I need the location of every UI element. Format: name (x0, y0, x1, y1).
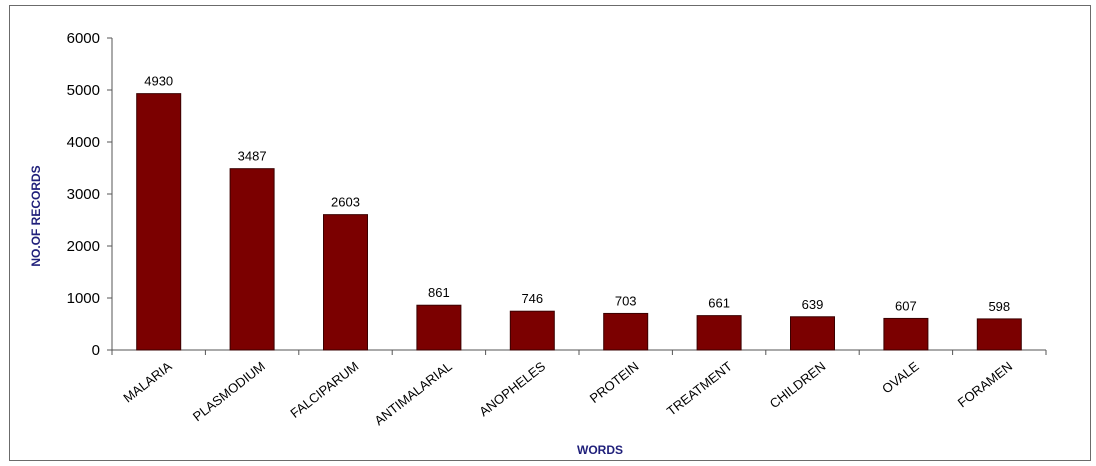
bar-children (790, 316, 835, 351)
category-label: MALARIA (120, 358, 174, 405)
category-label: CHILDREN (767, 359, 829, 412)
data-label: 4930 (144, 74, 173, 89)
category-label: FORAMEN (955, 359, 1015, 411)
y-tick-label: 0 (92, 342, 100, 359)
bar-foramen (976, 318, 1022, 351)
bar-treatment (696, 315, 742, 351)
category-labels: MALARIA PLASMODIUM FALCIPARUM ANTIMALARIAL A… (120, 358, 1015, 428)
category-label: PROTEIN (587, 359, 642, 406)
y-tick-label: 4000 (67, 134, 100, 151)
chart-frame (9, 5, 1091, 461)
x-axis (111, 349, 1047, 355)
x-axis-title: WORDS (577, 443, 623, 457)
category-label: TREATMENT (664, 359, 735, 419)
data-label: 639 (802, 297, 824, 312)
bar-antimalarial (416, 304, 462, 351)
data-label: 607 (895, 298, 917, 313)
bar-plasmodium (229, 168, 275, 351)
bar-falciparum (323, 214, 368, 351)
category-label: ANTIMALARIAL (372, 359, 455, 429)
category-label: OVALE (879, 358, 922, 396)
y-tick-label: 2000 (67, 238, 100, 255)
y-tick-label: 3000 (67, 186, 100, 203)
bars (136, 93, 1022, 351)
data-label: 861 (428, 285, 450, 300)
data-label: 3487 (238, 149, 267, 164)
bar-malaria (136, 93, 182, 351)
category-label: ANOPHELES (476, 358, 548, 419)
y-tick-label: 5000 (67, 82, 100, 99)
category-label: PLASMODIUM (190, 359, 268, 425)
y-tick-label: 1000 (67, 290, 100, 307)
y-axis: 0 1000 2000 3000 4000 5000 6000 (67, 30, 113, 359)
bar-ovale (883, 317, 929, 351)
data-label: 746 (521, 291, 543, 306)
bar-protein (603, 312, 649, 351)
category-label: FALCIPARUM (287, 359, 361, 421)
data-label: 598 (988, 299, 1010, 314)
data-label: 2603 (331, 195, 360, 210)
data-label: 703 (615, 293, 637, 308)
y-axis-title: NO.OF RECORDS (29, 165, 43, 266)
data-label: 661 (708, 296, 730, 311)
y-tick-label: 6000 (67, 30, 100, 47)
bar-anopheles (509, 310, 555, 351)
data-labels: 4930 3487 2603 861 746 703 661 639 607 598 (144, 74, 1010, 314)
